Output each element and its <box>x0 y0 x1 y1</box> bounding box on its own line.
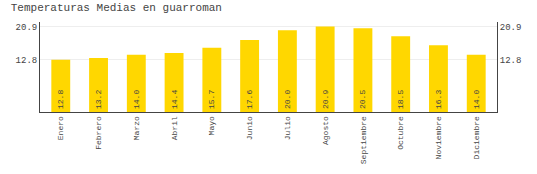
svg-text:12.8: 12.8 <box>500 56 522 66</box>
svg-text:Marzo: Marzo <box>132 116 141 140</box>
svg-text:12.8: 12.8 <box>16 56 38 66</box>
svg-text:20.9: 20.9 <box>500 23 522 33</box>
svg-text:20.0: 20.0 <box>283 90 292 109</box>
svg-text:Enero: Enero <box>56 116 65 140</box>
svg-text:Diciembre: Diciembre <box>472 116 481 159</box>
svg-text:20.5: 20.5 <box>358 90 367 109</box>
svg-text:12.8: 12.8 <box>56 90 65 109</box>
svg-text:14.0: 14.0 <box>472 90 481 109</box>
svg-text:20.9: 20.9 <box>321 90 330 109</box>
svg-text:Temperaturas Medias en guarrom: Temperaturas Medias en guarroman <box>11 2 222 14</box>
svg-text:Agosto: Agosto <box>321 116 330 145</box>
svg-text:Julio: Julio <box>283 116 292 140</box>
svg-text:Febrero: Febrero <box>94 116 103 150</box>
svg-text:Abril: Abril <box>170 116 179 140</box>
svg-text:16.3: 16.3 <box>434 90 443 109</box>
svg-text:20.9: 20.9 <box>16 23 38 33</box>
svg-text:15.7: 15.7 <box>207 90 216 109</box>
svg-text:13.2: 13.2 <box>94 90 103 109</box>
svg-text:Noviembre: Noviembre <box>434 116 443 159</box>
svg-text:Junio: Junio <box>245 116 254 140</box>
svg-text:18.5: 18.5 <box>396 90 405 109</box>
svg-text:17.6: 17.6 <box>245 90 254 109</box>
svg-text:Mayo: Mayo <box>207 116 216 135</box>
svg-text:14.4: 14.4 <box>170 90 179 109</box>
svg-text:Octubre: Octubre <box>396 116 405 150</box>
svg-text:Septiembre: Septiembre <box>359 116 368 164</box>
svg-text:14.0: 14.0 <box>132 90 141 109</box>
